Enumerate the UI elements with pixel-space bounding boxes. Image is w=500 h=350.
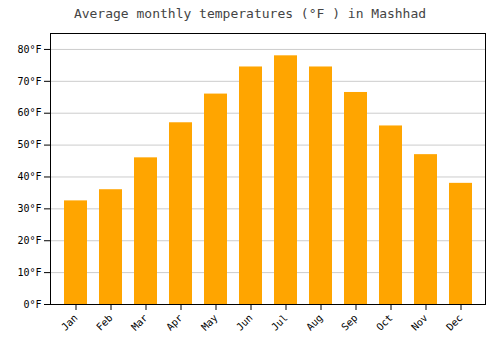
svg-text:30°F: 30°F <box>17 203 41 214</box>
svg-text:20°F: 20°F <box>17 235 41 246</box>
svg-text:60°F: 60°F <box>17 107 41 118</box>
svg-text:May: May <box>199 312 220 333</box>
svg-text:Jan: Jan <box>59 312 80 333</box>
svg-text:0°F: 0°F <box>23 299 41 310</box>
svg-text:50°F: 50°F <box>17 139 41 150</box>
svg-text:Aug: Aug <box>304 312 325 333</box>
svg-text:Feb: Feb <box>94 312 115 333</box>
svg-text:Sep: Sep <box>339 312 360 333</box>
svg-text:Nov: Nov <box>409 312 430 333</box>
html-text:Average monthly temperatures (: Average monthly temperatures (°F ) in Ma… <box>73 6 427 21</box>
svg-text:Oct: Oct <box>374 312 395 333</box>
svg-text:40°F: 40°F <box>17 171 41 182</box>
svg-text:70°F: 70°F <box>17 76 41 87</box>
svg-text:Apr: Apr <box>164 312 185 333</box>
svg-text:Jun: Jun <box>234 312 255 333</box>
svg-text:10°F: 10°F <box>17 267 41 278</box>
svg-text:Mar: Mar <box>129 312 150 333</box>
svg-text:Dec: Dec <box>444 312 465 333</box>
svg-text:Jul: Jul <box>269 312 290 333</box>
svg-text:80°F: 80°F <box>17 44 41 55</box>
